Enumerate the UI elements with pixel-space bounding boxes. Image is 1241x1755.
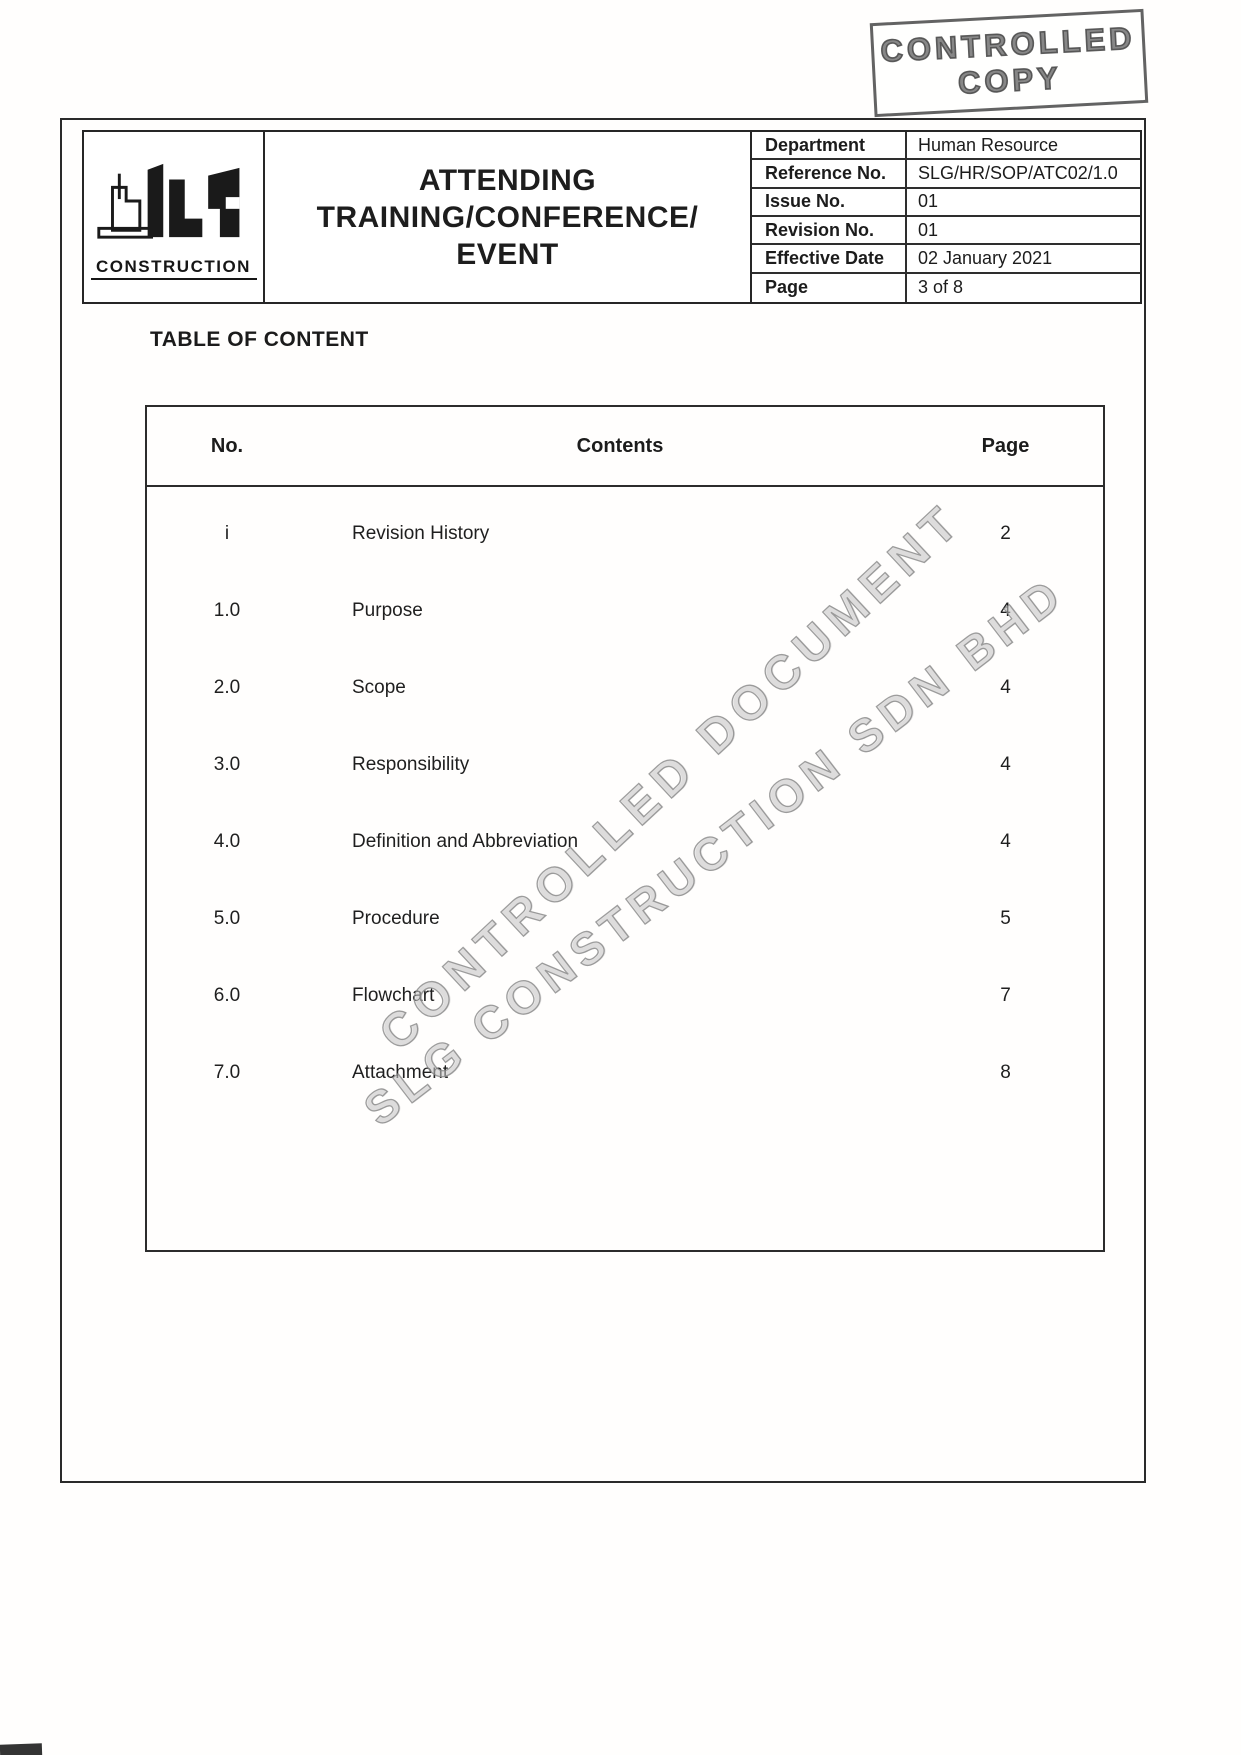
- toc-row-no: 2.0: [213, 676, 241, 698]
- slg-construction-logo: CONSTRUCTION: [90, 154, 257, 280]
- toc-col-page: Page: [981, 434, 1030, 457]
- meta-value-page: 3 of 8: [918, 277, 964, 298]
- toc-row-content: Procedure: [352, 907, 440, 929]
- toc-row-content: Attachment: [352, 1061, 449, 1083]
- toc-row-revision-history: i Revision History 2: [147, 495, 1103, 572]
- toc-row-procedure: 5.0 Procedure 5: [147, 880, 1103, 957]
- meta-value-effective-date: 02 January 2021: [907, 245, 1140, 274]
- meta-label-issue-no: Issue No.: [752, 188, 907, 217]
- toc-row-page: 4: [1000, 753, 1011, 775]
- toc-col-contents: Contents: [576, 434, 664, 457]
- toc-header-row: No. Contents Page: [147, 407, 1103, 487]
- toc-row-page: 4: [1000, 676, 1011, 698]
- toc-row-no: 3.0: [213, 753, 241, 775]
- logo-brand-text: CONSTRUCTION: [90, 257, 257, 280]
- toc-row-attachment: 7.0 Attachment 8: [147, 1034, 1103, 1111]
- toc-row-content: Scope: [352, 676, 406, 698]
- toc-row-no: 1.0: [213, 599, 241, 621]
- toc-row-responsibility: 3.0 Responsibility 4: [147, 726, 1103, 803]
- meta-value-department: Human Resource: [907, 132, 1140, 161]
- toc-row-page: 7: [1000, 984, 1011, 1006]
- toc-row-definition-abbreviation: 4.0 Definition and Abbreviation 4: [147, 803, 1103, 880]
- meta-label-revision-no: Revision No.: [752, 217, 907, 246]
- page-border: [60, 118, 1146, 1483]
- section-heading: TABLE OF CONTENT: [150, 328, 369, 351]
- controlled-copy-stamp: CONTROLLED COPY: [869, 8, 1149, 118]
- toc-row-page: 4: [1000, 599, 1011, 621]
- title-line-3: EVENT: [456, 237, 559, 271]
- toc-row-content: Responsibility: [352, 753, 470, 775]
- toc-row-purpose: 1.0 Purpose 4: [147, 572, 1103, 649]
- toc-row-flowchart: 6.0 Flowchart 7: [147, 957, 1103, 1034]
- toc-col-no: No.: [210, 434, 244, 457]
- toc-row-content: Purpose: [352, 599, 423, 621]
- slg-logo-graphic: [96, 163, 239, 239]
- meta-label-department: Department: [752, 132, 907, 161]
- toc-row-scope: 2.0 Scope 4: [147, 649, 1103, 726]
- toc-row-no: 7.0: [213, 1061, 241, 1083]
- meta-label-page: Page: [752, 273, 907, 302]
- meta-label-effective-date: Effective Date: [752, 245, 907, 274]
- toc-row-no: i: [224, 522, 230, 544]
- toc-rows: i Revision History 2 1.0 Purpose 4 2.0 S…: [147, 495, 1103, 1111]
- title-line-1: ATTENDING: [418, 163, 597, 197]
- meta-value-issue-no: 01: [907, 189, 1140, 217]
- toc-row-no: 6.0: [213, 984, 241, 1006]
- toc-row-page: 8: [1000, 1061, 1011, 1083]
- meta-value-reference-no: SLG/HR/SOP/ATC02/1.0: [907, 160, 1140, 189]
- toc-row-content: Definition and Abbreviation: [352, 830, 579, 852]
- toc-row-page: 4: [1000, 830, 1011, 852]
- stamp-text-line2: COPY: [956, 59, 1063, 101]
- document-title: ATTENDING TRAINING/CONFERENCE/ EVENT: [265, 132, 752, 302]
- toc-row-content: Revision History: [352, 522, 490, 544]
- toc-row-page: 5: [1000, 907, 1011, 929]
- toc-row-no: 4.0: [213, 830, 241, 852]
- toc-row-page: 2: [1000, 522, 1011, 544]
- toc-row-content: Flowchart: [352, 984, 435, 1006]
- meta-label-reference-no: Reference No.: [752, 160, 907, 189]
- title-line-2: TRAINING/CONFERENCE/: [316, 200, 699, 234]
- logo-cell: CONSTRUCTION: [84, 132, 265, 302]
- toc-row-no: 5.0: [213, 907, 241, 929]
- scan-artifact: [0, 1743, 43, 1755]
- document-header-table: CONSTRUCTION ATTENDING TRAINING/CONFEREN…: [82, 130, 1142, 304]
- meta-value-revision-no: 01: [907, 217, 1140, 246]
- toc-table: No. Contents Page i Revision History 2 1…: [145, 405, 1105, 1252]
